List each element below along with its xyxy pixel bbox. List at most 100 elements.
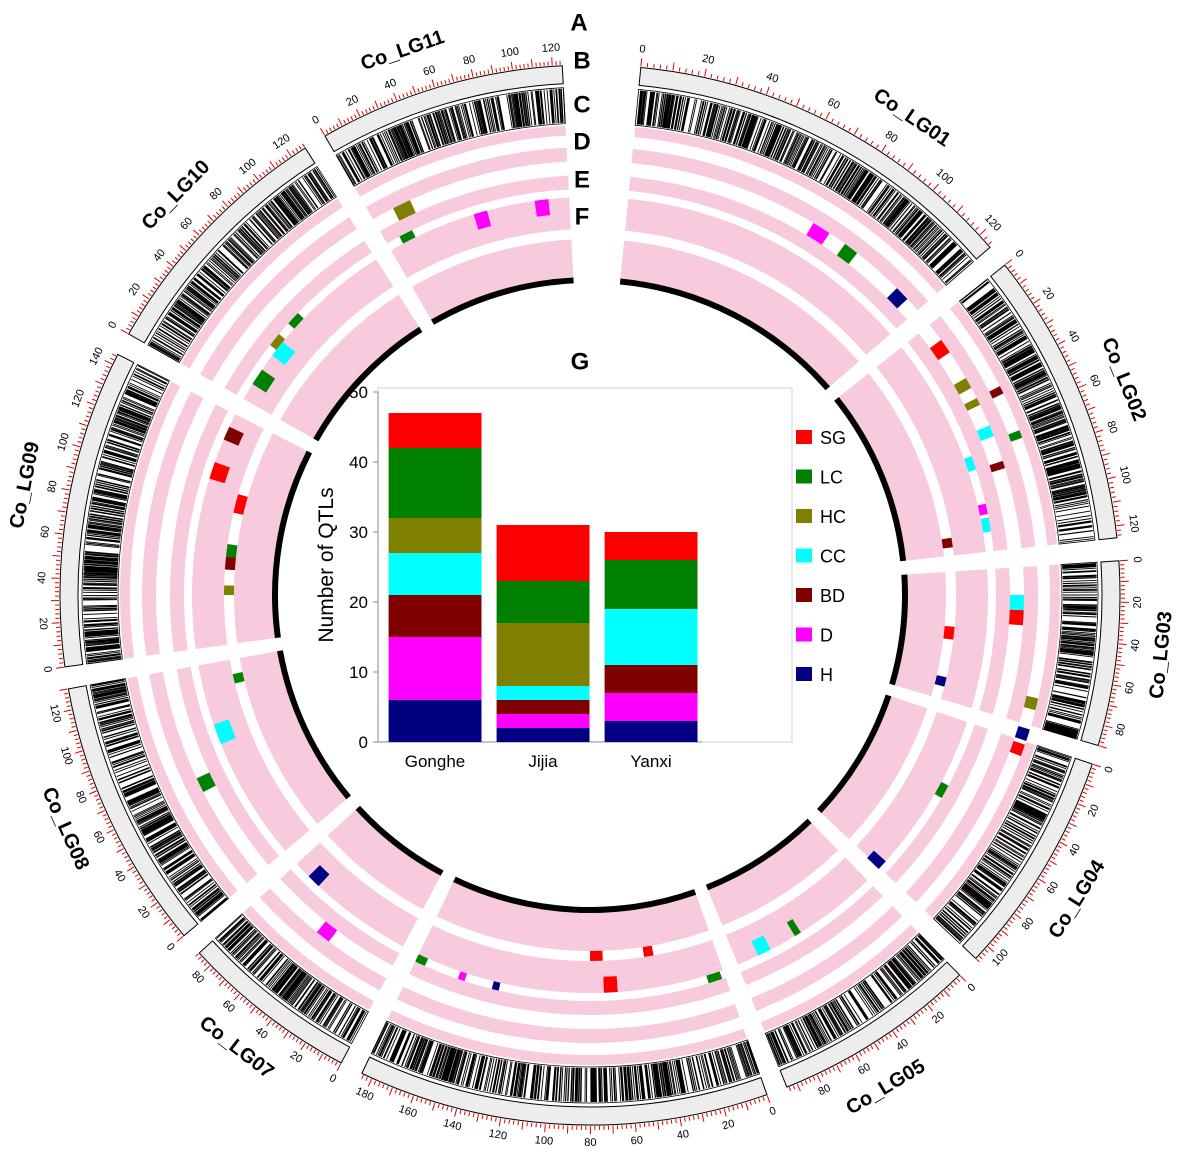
- qtl-mark: [964, 397, 981, 411]
- tick-label: 40: [382, 77, 398, 93]
- legend-label: D: [820, 626, 833, 646]
- legend-label: CC: [820, 547, 846, 567]
- tick-label: 80: [208, 186, 225, 203]
- track-band: [1031, 564, 1061, 729]
- inner-ring-arc: [277, 650, 351, 800]
- tick-label: 80: [584, 1137, 596, 1149]
- qtl-mark: [1008, 609, 1024, 626]
- tick-label: 0: [768, 1105, 778, 1118]
- track-band: [380, 175, 569, 244]
- density-frame: [958, 278, 1096, 545]
- tick-label: 20: [1040, 285, 1057, 302]
- qtl-mark: [491, 981, 501, 991]
- tick-label: 40: [1129, 639, 1142, 652]
- qtl-mark: [934, 781, 949, 798]
- y-tick-label: 10: [349, 663, 368, 682]
- track-band: [751, 906, 903, 1011]
- tick-marks: [320, 57, 561, 136]
- tick-label: 40: [1065, 328, 1081, 344]
- qtl-mark: [786, 918, 801, 937]
- bar-segment-cc: [496, 686, 590, 700]
- density-lines: [1043, 563, 1098, 740]
- track-band: [821, 696, 928, 840]
- qtl-mark: [964, 456, 977, 473]
- tick-marks: [361, 1074, 771, 1134]
- ideogram: [324, 65, 564, 153]
- track-band: [924, 741, 1036, 918]
- tick-label: 120: [541, 42, 560, 55]
- bar-segment-h: [604, 721, 698, 742]
- track-band: [387, 1010, 747, 1066]
- tick-marks: [788, 975, 967, 1092]
- inner-ring-arc: [355, 805, 444, 876]
- track-band: [412, 239, 574, 320]
- marker-density-track: [634, 88, 974, 286]
- track-band: [979, 567, 1010, 715]
- legend-label: HC: [820, 507, 846, 527]
- tick-label: 20: [1132, 596, 1144, 608]
- ideogram: [779, 961, 961, 1088]
- marker-density-track: [1042, 561, 1099, 740]
- chromosome-co_lg06: 020406080100120140160180Co_LG06: [354, 876, 778, 1155]
- chromosome-label: Co_LG05: [842, 1055, 929, 1119]
- legend-swatch-cc: [796, 548, 812, 563]
- chromosome-co_lg10: 0 20 40 60 80 100 120 Co_LG10: [106, 132, 423, 442]
- y-tick-label: 20: [349, 593, 368, 612]
- track-letter: A: [570, 9, 587, 36]
- bar-segment-cc: [604, 609, 698, 665]
- track-band: [760, 924, 918, 1032]
- axis-ticks: 0 20 40 60 80 100 120: [310, 42, 561, 136]
- track-letter: G: [571, 348, 590, 375]
- bar-segment-sg: [496, 525, 590, 581]
- y-tick-label: 40: [349, 453, 368, 472]
- qtl-mark: [642, 945, 654, 957]
- qtl-mark: [989, 386, 1004, 399]
- qtl-mark: [252, 369, 276, 393]
- qtl-mark: [836, 243, 858, 265]
- bar-segment-bd: [388, 595, 482, 637]
- track-band: [397, 986, 740, 1043]
- qtl-mark: [989, 460, 1006, 473]
- bar-segment-lc: [496, 581, 590, 623]
- track-band: [327, 809, 441, 910]
- bar-stack-yanxi: Yanxi: [604, 532, 698, 771]
- chromosome-label: Co_LG07: [195, 1012, 278, 1083]
- track-band: [940, 569, 988, 709]
- tick-marks: [120, 143, 306, 334]
- bar-segment-h: [496, 728, 590, 742]
- tick-label: 0: [164, 941, 177, 953]
- track-band: [625, 198, 891, 355]
- marker-density-track: [370, 1020, 761, 1104]
- tick-label: 80: [1104, 420, 1119, 435]
- density-lines: [216, 914, 367, 1042]
- marker-density-track: [932, 745, 1072, 944]
- track-band: [628, 176, 907, 329]
- track-letter: E: [574, 166, 590, 193]
- tick-label: 0: [1131, 556, 1143, 563]
- x-category-label: Jijia: [528, 752, 558, 771]
- tick-label: 100: [1117, 465, 1133, 486]
- marker-density-track: [958, 278, 1096, 545]
- qtl-mark: [233, 494, 248, 515]
- chromosome-co_lg07: 0 20 40 60 80 Co_LG07: [189, 805, 444, 1086]
- marker-density-track: [214, 913, 369, 1045]
- legend: SG LC HC CC BD DH: [796, 428, 846, 685]
- tick-marks: [1005, 259, 1125, 536]
- bar-segment-lc: [604, 560, 698, 609]
- qtl-bar-chart: 0 10 20 30 40 50 Number of QTLs Gonghe Jijia Yanx…: [315, 383, 846, 771]
- inner-ring-arc: [431, 277, 574, 325]
- qtl-mark: [976, 425, 994, 442]
- track-band: [224, 240, 372, 396]
- qtl-mark: [934, 675, 947, 687]
- density-frame: [634, 88, 974, 286]
- axis-ticks: 0 20 40 60 80: [1098, 556, 1144, 749]
- tick-label: 40: [764, 70, 780, 85]
- tick-label: 0: [966, 981, 979, 994]
- track-band: [391, 197, 571, 279]
- tick-label: 20: [135, 904, 152, 921]
- track-band: [708, 822, 839, 926]
- tick-label: 120: [488, 1128, 508, 1143]
- legend-swatch-sg: [796, 430, 812, 444]
